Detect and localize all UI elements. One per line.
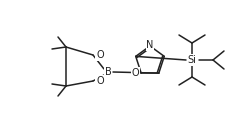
- Text: Si: Si: [187, 55, 196, 65]
- Text: B: B: [105, 67, 111, 77]
- Text: O: O: [96, 50, 104, 60]
- Text: O: O: [132, 68, 139, 78]
- Text: O: O: [96, 76, 104, 86]
- Text: N: N: [146, 40, 154, 50]
